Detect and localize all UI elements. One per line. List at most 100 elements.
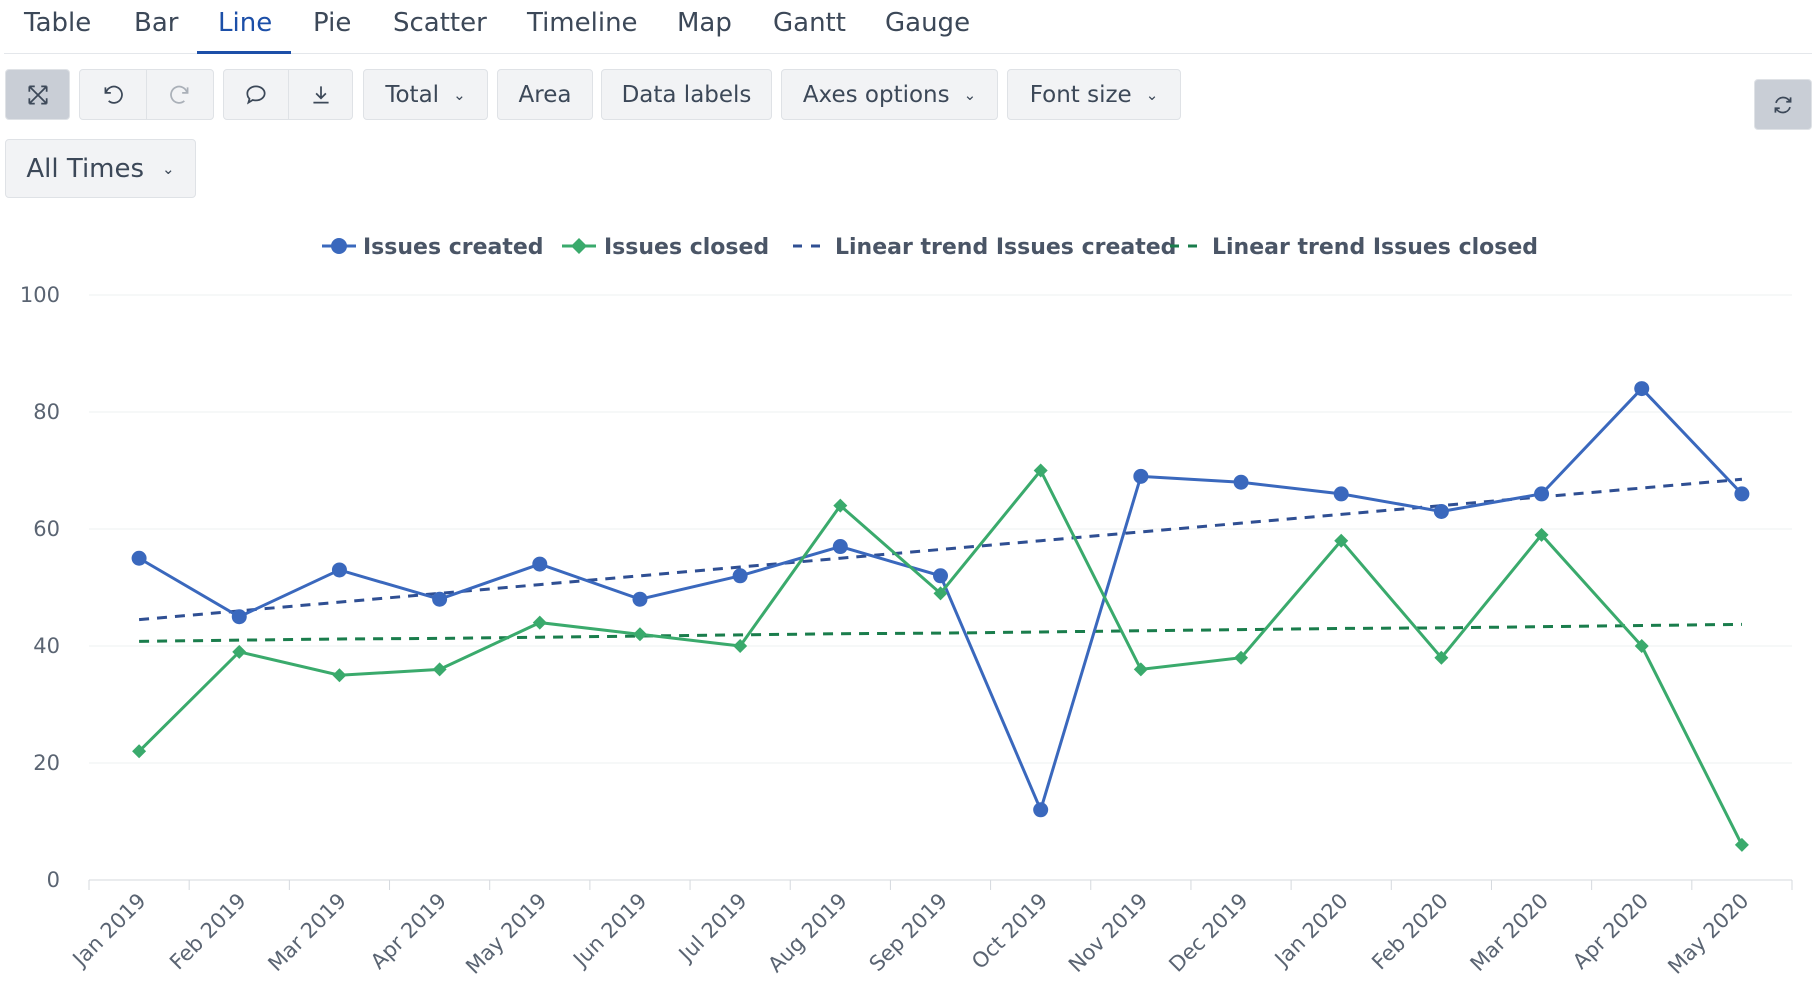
x-tick-label: Sep 2019	[865, 889, 952, 976]
point	[632, 591, 648, 607]
x-tick-label: Jan 2020	[1269, 889, 1353, 973]
button-label: Axes options	[802, 81, 950, 108]
x-tick-label: Aug 2019	[763, 889, 851, 977]
x-tick-label: Jun 2019	[567, 889, 651, 973]
point	[733, 639, 748, 653]
x-tick-label: May 2019	[461, 889, 551, 979]
point	[933, 586, 948, 601]
active-tab-underline	[197, 51, 291, 54]
point	[1734, 837, 1749, 852]
point	[1534, 527, 1549, 542]
download-button[interactable]	[288, 69, 353, 120]
legend-label: Issues created	[363, 235, 544, 260]
x-tick-label: Apr 2019	[366, 889, 451, 974]
data-labels-button[interactable]: Data labels	[601, 69, 772, 120]
x-tick-label: Apr 2020	[1568, 889, 1653, 974]
tab[interactable]: Line	[218, 8, 273, 38]
x-tick-label: Mar 2020	[1466, 889, 1554, 977]
tab[interactable]: Scatter	[393, 8, 487, 38]
font-size-dropdown[interactable]: Font size ⌄	[1007, 69, 1181, 120]
x-tick-label: Mar 2019	[263, 889, 351, 977]
tab[interactable]: Gauge	[885, 8, 971, 38]
point	[732, 568, 748, 584]
axes-options-dropdown[interactable]: Axes options ⌄	[781, 69, 998, 120]
point	[1233, 474, 1249, 490]
x-tick-label: Feb 2019	[165, 889, 251, 975]
legend-label: Issues closed	[604, 235, 769, 260]
point	[1333, 486, 1349, 502]
point	[1033, 463, 1048, 478]
tab[interactable]: Bar	[134, 8, 179, 38]
fullscreen-button[interactable]	[5, 69, 70, 120]
x-tick-label: May 2020	[1663, 889, 1753, 979]
button-label: Total	[385, 81, 440, 108]
point	[1534, 486, 1550, 502]
tab-separator	[4, 53, 1812, 54]
total-dropdown[interactable]: Total ⌄	[363, 69, 488, 120]
point	[1634, 381, 1650, 397]
button-label: Data labels	[621, 81, 752, 108]
trend-line	[138, 477, 1743, 622]
point	[1734, 486, 1750, 502]
point	[1434, 650, 1449, 665]
y-tick-label: 60	[33, 517, 60, 541]
chevron: ⌄	[1145, 85, 1159, 104]
trend-line	[139, 622, 1742, 643]
redo-button[interactable]	[146, 69, 214, 120]
legend-marker	[331, 238, 347, 254]
tab[interactable]: Gantt	[773, 8, 846, 38]
point	[132, 744, 147, 759]
point	[632, 627, 647, 642]
comment-button[interactable]	[223, 69, 289, 120]
chevron: ⌄	[453, 85, 466, 104]
time-filter-dropdown[interactable]: All Times ⌄	[5, 139, 196, 198]
point	[532, 556, 548, 572]
legend-label: Linear trend Issues created	[835, 235, 1176, 260]
point	[1234, 650, 1249, 665]
point	[331, 562, 347, 578]
point	[1133, 662, 1148, 677]
point	[332, 668, 347, 683]
point	[1033, 802, 1049, 818]
point	[1334, 533, 1349, 548]
point	[432, 591, 448, 607]
legend-label: Linear trend Issues closed	[1212, 235, 1538, 260]
y-tick-label: 40	[33, 634, 60, 658]
point	[832, 539, 848, 555]
point	[1133, 468, 1149, 484]
x-tick-label: Nov 2019	[1064, 889, 1152, 977]
y-tick-label: 100	[20, 283, 60, 307]
undo-button[interactable]	[79, 69, 147, 120]
tab[interactable]: Table	[24, 8, 92, 38]
x-tick-label: Oct 2019	[967, 889, 1052, 974]
series-line	[138, 386, 1743, 815]
tab[interactable]: Pie	[313, 8, 352, 38]
refresh-button[interactable]	[1754, 79, 1812, 130]
point	[1433, 503, 1449, 519]
x-tick-label: Feb 2020	[1367, 889, 1453, 975]
y-tick-label: 0	[47, 868, 60, 892]
point	[532, 615, 547, 630]
x-tick-label: Dec 2019	[1164, 889, 1252, 977]
point	[1634, 639, 1649, 653]
button-label: All Times	[26, 153, 145, 184]
chevron: ⌄	[963, 85, 977, 104]
y-tick-label: 20	[33, 751, 60, 775]
series-line	[138, 467, 1744, 846]
point	[833, 498, 848, 513]
tab[interactable]: Timeline	[527, 8, 638, 38]
point	[933, 568, 948, 584]
point	[432, 662, 447, 677]
point	[231, 609, 247, 625]
chevron: ⌄	[162, 159, 175, 178]
legend-marker	[571, 238, 587, 254]
tab[interactable]: Map	[677, 8, 732, 38]
y-tick-label: 80	[33, 400, 60, 424]
x-tick-label: Jan 2019	[67, 889, 151, 973]
point	[131, 550, 147, 566]
x-tick-label: Jul 2019	[673, 889, 752, 968]
button-label: Font size	[1029, 81, 1132, 108]
point	[232, 644, 247, 659]
area-button[interactable]: Area	[497, 69, 593, 120]
